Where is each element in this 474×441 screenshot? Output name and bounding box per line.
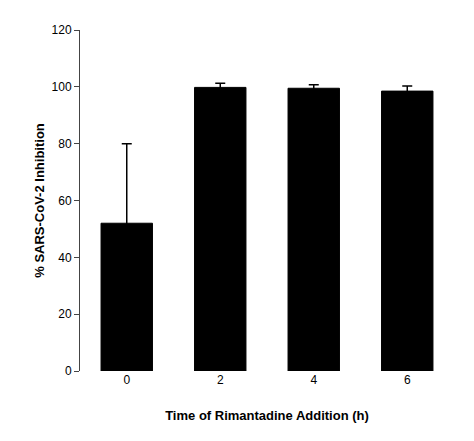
- svg-text:120: 120: [52, 23, 72, 37]
- svg-text:6: 6: [404, 373, 411, 387]
- svg-text:0: 0: [65, 364, 72, 378]
- svg-text:2: 2: [217, 373, 224, 387]
- svg-text:60: 60: [58, 194, 72, 208]
- svg-text:100: 100: [52, 80, 72, 94]
- svg-text:80: 80: [58, 137, 72, 151]
- svg-text:Time of Rimantadine Addition (: Time of Rimantadine Addition (h): [165, 408, 369, 423]
- svg-text:40: 40: [58, 251, 72, 265]
- svg-text:% SARS-CoV-2 Inhibition: % SARS-CoV-2 Inhibition: [32, 123, 47, 278]
- svg-text:4: 4: [310, 373, 317, 387]
- svg-text:0: 0: [123, 373, 130, 387]
- svg-text:20: 20: [58, 307, 72, 321]
